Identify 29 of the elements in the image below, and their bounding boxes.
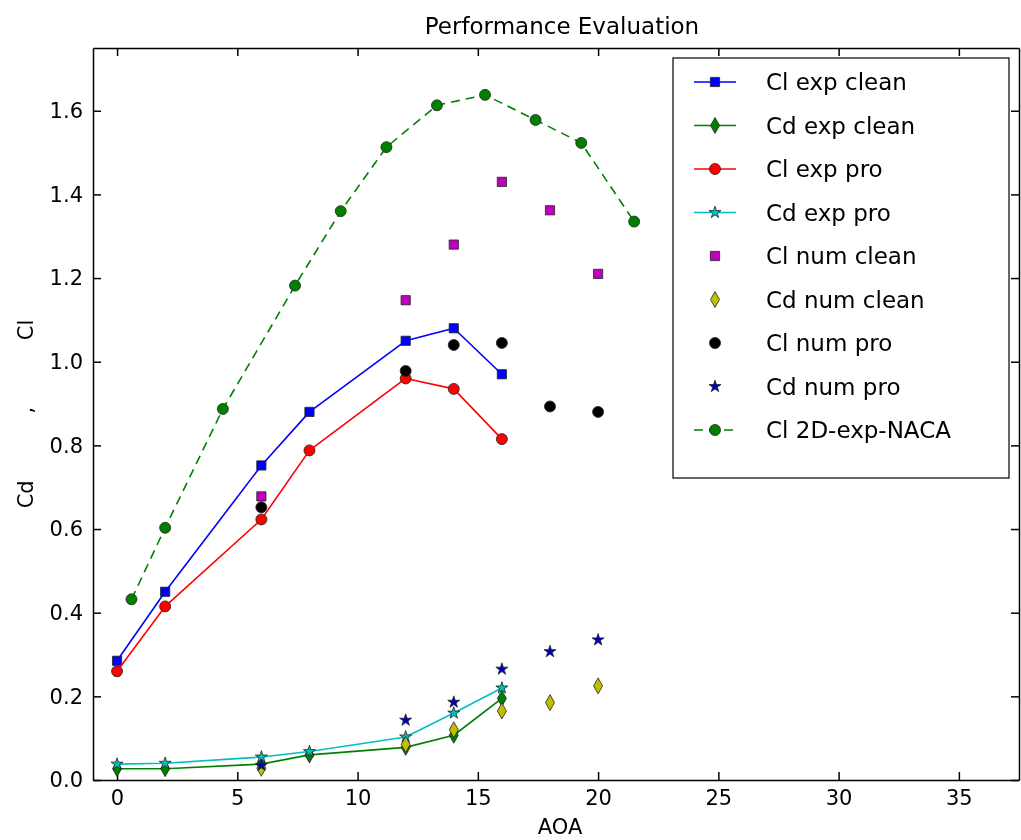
y-tick-label: 1.0 xyxy=(49,349,83,374)
legend-label: Cd exp clean xyxy=(766,112,916,139)
x-tick-label: 20 xyxy=(585,785,612,810)
legend-label: Cl exp clean xyxy=(766,69,907,95)
y-tick-label: 1.2 xyxy=(49,266,83,291)
legend-label: Cl num clean xyxy=(766,243,917,269)
x-tick-label: 15 xyxy=(464,785,492,810)
y-tick-label: 0.4 xyxy=(49,600,83,625)
y-tick-label: 1.4 xyxy=(49,182,83,207)
legend-label: Cd num pro xyxy=(766,373,901,400)
x-tick-label: 10 xyxy=(344,785,372,810)
x-tick-label: 35 xyxy=(946,785,973,810)
legend-label: Cd num clean xyxy=(766,286,925,313)
y-axis-title: Cd , Cl xyxy=(14,319,38,509)
legend-label: Cl 2D-exp-NACA xyxy=(766,417,952,443)
x-tick-label: 30 xyxy=(825,785,853,810)
chart-title: Performance Evaluation xyxy=(424,13,700,39)
legend-label: Cl num pro xyxy=(766,330,893,356)
y-tick-label: 0.0 xyxy=(49,768,83,793)
y-tick-label: 0.2 xyxy=(49,684,83,709)
y-tick-label: 1.6 xyxy=(49,98,83,123)
x-tick-label: 5 xyxy=(231,785,245,810)
y-tick-label: 0.8 xyxy=(49,433,83,458)
y-tick-label: 0.6 xyxy=(49,517,83,542)
x-axis-title: AOA xyxy=(537,815,583,839)
x-tick-label: 25 xyxy=(705,785,733,810)
x-tick-label: 0 xyxy=(110,785,125,810)
legend-label: Cl exp pro xyxy=(766,156,883,182)
legend-label: Cd exp pro xyxy=(766,199,891,226)
